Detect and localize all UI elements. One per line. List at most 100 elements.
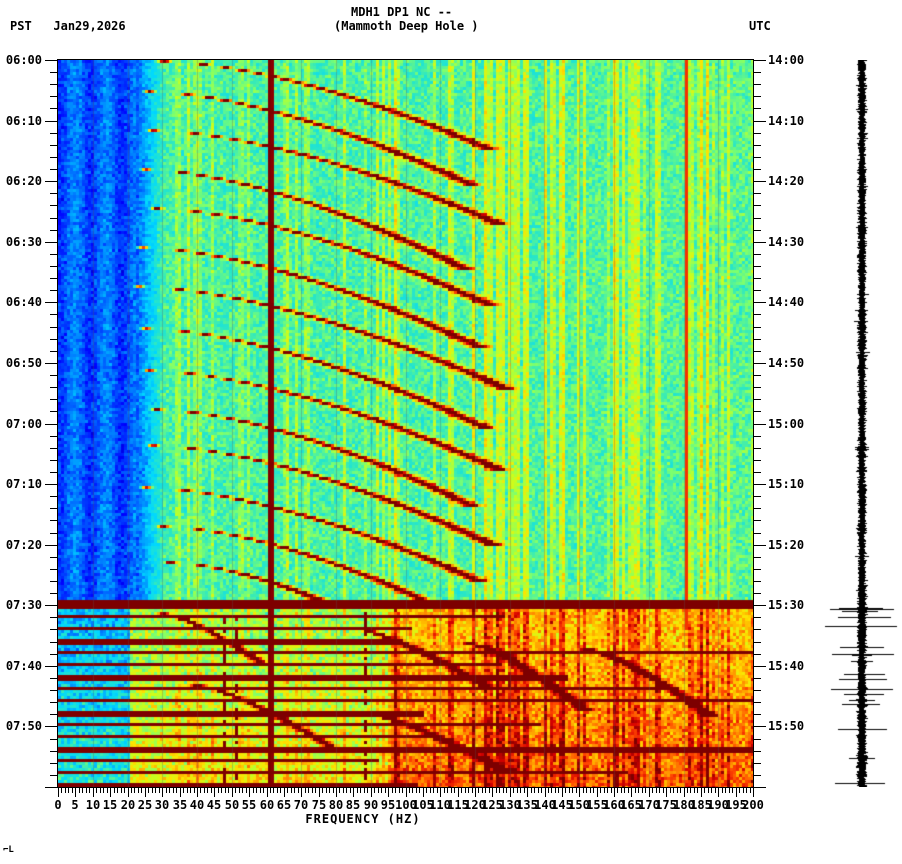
frequency-tick	[82, 788, 83, 793]
frequency-tick	[187, 788, 188, 793]
frequency-label: 80	[328, 798, 344, 812]
frequency-tick	[93, 788, 94, 797]
frequency-tick	[555, 788, 556, 793]
time-label-right: 14:50	[768, 356, 805, 370]
frequency-tick	[152, 788, 153, 793]
frequency-tick	[697, 788, 698, 793]
frequency-tick	[159, 788, 160, 793]
frequency-tick	[173, 788, 174, 793]
frequency-tick	[722, 788, 723, 793]
frequency-tick	[732, 788, 733, 793]
left-timezone-and-date: PST Jan29,2026	[10, 19, 126, 33]
time-tick-right	[754, 193, 761, 194]
time-tick-left	[50, 387, 57, 388]
frequency-tick	[670, 788, 671, 793]
frequency-label: 125	[481, 798, 503, 812]
time-tick-left	[50, 108, 57, 109]
date-label: Jan29,2026	[53, 19, 126, 33]
time-label-right: 15:20	[768, 538, 805, 552]
frequency-tick	[263, 788, 264, 793]
time-tick-left	[50, 508, 57, 509]
time-tick-left	[50, 290, 57, 291]
frequency-tick	[357, 788, 358, 793]
frequency-label: 110	[429, 798, 451, 812]
time-label-left: 06:40	[5, 295, 42, 309]
time-tick-left	[50, 714, 57, 715]
time-tick-left	[50, 399, 57, 400]
frequency-tick	[548, 788, 549, 793]
frequency-tick	[753, 788, 754, 797]
frequency-tick	[353, 788, 354, 797]
time-tick-left	[50, 193, 57, 194]
time-tick-right	[754, 496, 761, 497]
time-tick-left	[50, 157, 57, 158]
time-label-left: 07:30	[5, 598, 42, 612]
time-axis-left	[57, 60, 58, 787]
frequency-tick	[374, 788, 375, 793]
spectrogram-plot[interactable]	[58, 60, 753, 787]
frequency-tick	[58, 788, 59, 797]
time-tick-left	[50, 775, 57, 776]
frequency-label: 200	[742, 798, 764, 812]
frequency-tick	[294, 788, 295, 793]
frequency-tick	[694, 788, 695, 793]
time-label-right: 15:10	[768, 477, 805, 491]
frequency-tick	[121, 788, 122, 793]
time-tick-right	[754, 472, 761, 473]
plot-top-border	[57, 59, 754, 60]
time-label-left: 06:20	[5, 174, 42, 188]
frequency-tick	[538, 788, 539, 793]
frequency-tick	[729, 788, 730, 793]
time-tick-left	[50, 411, 57, 412]
time-tick-right	[754, 690, 761, 691]
frequency-tick	[659, 788, 660, 793]
time-tick-left	[50, 678, 57, 679]
frequency-tick	[590, 788, 591, 793]
time-tick-right	[754, 448, 761, 449]
time-tick-left	[50, 617, 57, 618]
frequency-label: 40	[189, 798, 205, 812]
frequency-tick	[458, 788, 459, 797]
frequency-tick	[440, 788, 441, 797]
frequency-axis-title-text: FREQUENCY (HZ)	[305, 812, 421, 826]
time-tick-left	[50, 72, 57, 73]
time-tick-right	[754, 72, 761, 73]
frequency-tick	[239, 788, 240, 793]
frequency-label: 130	[499, 798, 521, 812]
frequency-tick	[600, 788, 601, 793]
time-tick-left	[50, 84, 57, 85]
frequency-tick	[277, 788, 278, 793]
frequency-tick	[128, 788, 129, 797]
frequency-tick	[190, 788, 191, 793]
frequency-tick	[631, 788, 632, 797]
frequency-label: 50	[224, 798, 240, 812]
frequency-tick	[138, 788, 139, 793]
time-label-right: 15:40	[768, 659, 805, 673]
time-tick-left	[50, 327, 57, 328]
frequency-tick	[343, 788, 344, 793]
time-tick-right	[754, 363, 766, 364]
frequency-tick	[180, 788, 181, 797]
frequency-tick	[718, 788, 719, 797]
time-tick-right	[754, 411, 761, 412]
frequency-tick	[489, 788, 490, 793]
frequency-tick	[141, 788, 142, 793]
frequency-tick	[336, 788, 337, 797]
time-tick-right	[754, 278, 761, 279]
time-tick-left	[45, 181, 57, 182]
time-tick-left	[50, 654, 57, 655]
frequency-tick	[364, 788, 365, 793]
frequency-label: 0	[54, 798, 62, 812]
time-tick-right	[754, 351, 761, 352]
frequency-tick	[124, 788, 125, 793]
time-tick-right	[754, 484, 766, 485]
time-label-right: 14:40	[768, 295, 805, 309]
time-tick-right	[754, 508, 761, 509]
time-label-right: 15:00	[768, 417, 805, 431]
frequency-tick	[614, 788, 615, 797]
frequency-tick	[131, 788, 132, 793]
frequency-tick	[617, 788, 618, 793]
frequency-tick	[478, 788, 479, 793]
frequency-tick	[409, 788, 410, 793]
time-tick-right	[754, 751, 761, 752]
